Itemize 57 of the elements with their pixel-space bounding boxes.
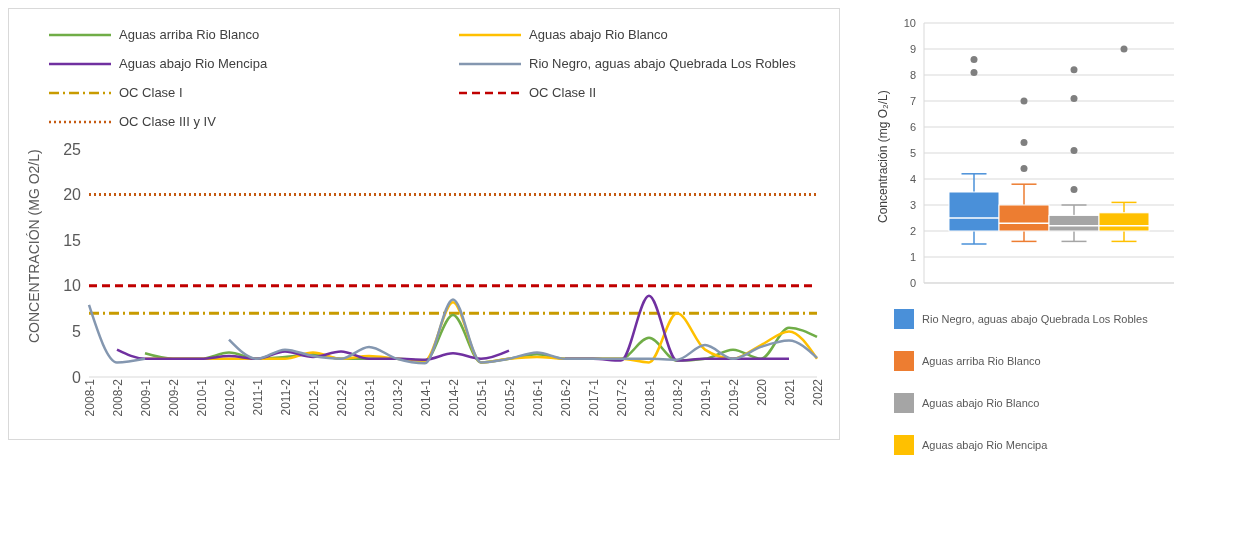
y-tick-label: 5	[909, 146, 916, 159]
x-tick-label: 2018-2	[670, 378, 685, 417]
y-tick-label: 20	[63, 186, 82, 204]
y-tick-label: 15	[63, 231, 82, 249]
x-tick-label: 2015-1	[474, 378, 489, 417]
legend-label: Aguas arriba Rio Blanco	[922, 355, 1041, 367]
x-tick-label: 2016-1	[530, 378, 545, 417]
y-tick-label: 9	[909, 42, 916, 55]
legend-label: OC Clase II	[529, 85, 597, 100]
x-tick-label: 2009-2	[166, 378, 181, 417]
x-tick-label: 2013-2	[390, 378, 405, 417]
x-tick-label: 2014-2	[446, 378, 461, 417]
y-tick-label: 3	[909, 198, 916, 211]
x-tick-label: 2019-2	[726, 378, 741, 417]
y-tick-label: 25	[63, 140, 82, 158]
y-axis-title: CONCENTRACIÓN (MG O2/L)	[25, 149, 42, 343]
x-tick-label: 2022	[810, 378, 825, 406]
x-tick-label: 2011-2	[278, 378, 293, 416]
legend-label: OC Clase I	[119, 85, 183, 100]
legend-label: Aguas abajo Rio Mencipa	[119, 56, 268, 71]
x-tick-label: 2013-1	[362, 378, 377, 417]
y-tick-label: 0	[909, 276, 916, 289]
y-tick-label: 1	[909, 250, 916, 263]
x-tick-label: 2019-1	[698, 378, 713, 417]
x-tick-label: 2020	[754, 378, 769, 406]
x-tick-label: 2015-2	[502, 378, 517, 417]
x-tick-label: 2011-1	[250, 378, 265, 416]
x-tick-label: 2012-1	[306, 378, 321, 417]
x-tick-label: 2008-1	[82, 378, 97, 417]
y-tick-label: 0	[72, 368, 82, 386]
x-tick-label: 2009-1	[138, 378, 153, 417]
x-tick-label: 2017-2	[614, 378, 629, 417]
y-axis-title: Concentración (mg O₂/L)	[876, 90, 891, 223]
legend-label: Aguas abajo Rio Blanco	[529, 27, 668, 42]
x-tick-label: 2017-1	[586, 378, 601, 417]
x-tick-label: 2014-1	[418, 378, 433, 417]
y-tick-label: 10	[903, 16, 916, 29]
x-tick-label: 2021	[782, 378, 797, 406]
x-tick-label: 2012-2	[334, 378, 349, 417]
y-tick-label: 8	[909, 68, 916, 81]
legend-label: Aguas abajo Rio Blanco	[922, 397, 1040, 409]
legend-label: Aguas arriba Rio Blanco	[119, 27, 260, 42]
x-tick-label: 2018-1	[642, 378, 657, 417]
x-tick-label: 2008-2	[110, 378, 125, 417]
y-tick-label: 2	[909, 224, 916, 237]
x-tick-label: 2010-1	[194, 378, 209, 417]
x-tick-label: 2010-2	[222, 378, 237, 417]
y-tick-label: 6	[909, 120, 916, 133]
y-tick-label: 5	[72, 323, 82, 341]
x-tick-label: 2016-2	[558, 378, 573, 417]
legend-label: Aguas abajo Rio Mencipa	[922, 439, 1048, 451]
legend-label: Rio Negro, aguas abajo Quebrada Los Robles	[529, 56, 796, 71]
legend-label: OC Clase III y IV	[119, 114, 216, 129]
y-tick-label: 7	[909, 94, 916, 107]
y-tick-label: 4	[909, 172, 916, 185]
legend-label: Rio Negro, aguas abajo Quebrada Los Robles	[922, 313, 1148, 325]
y-tick-label: 10	[63, 277, 82, 295]
